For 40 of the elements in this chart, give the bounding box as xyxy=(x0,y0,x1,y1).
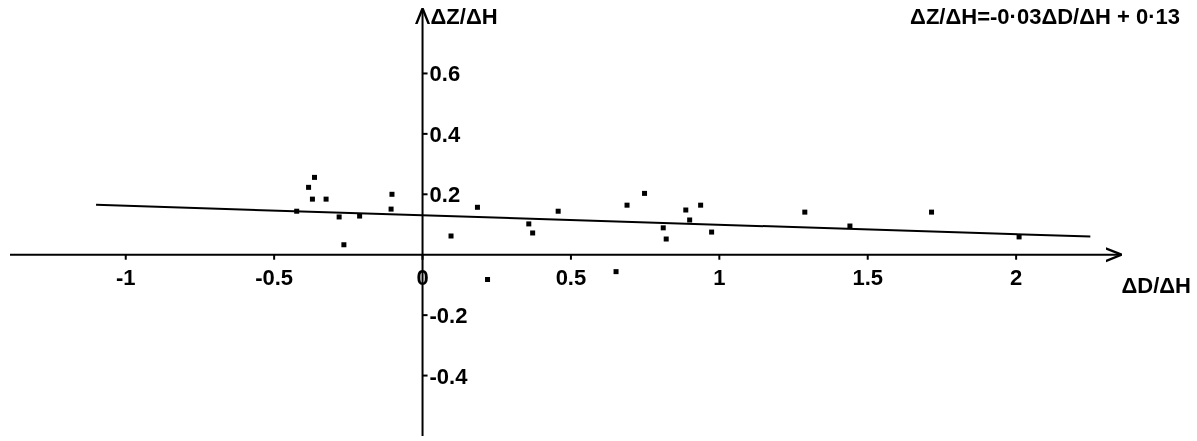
y-axis-title: ΔZ/ΔH xyxy=(430,4,498,29)
point xyxy=(929,209,935,215)
point xyxy=(323,196,329,202)
point xyxy=(312,174,318,180)
point xyxy=(336,214,342,220)
point xyxy=(624,202,630,208)
point xyxy=(309,196,315,202)
point xyxy=(474,204,480,210)
point xyxy=(683,207,689,213)
y-tick-label: 0.6 xyxy=(429,61,461,87)
point xyxy=(642,190,648,196)
y-tick-label: 0.2 xyxy=(429,182,461,208)
annotation: ΔZ/ΔH=-0·03ΔD/ΔH + 0·13 xyxy=(910,4,1180,29)
x-tick-label: 2 xyxy=(1010,264,1023,290)
point xyxy=(709,229,715,235)
point xyxy=(357,213,363,219)
x-tick-label: 1.5 xyxy=(852,264,884,290)
x-tick-label: 1 xyxy=(713,264,726,290)
point xyxy=(613,269,619,275)
point xyxy=(389,191,395,197)
x-tick-label: -0.5 xyxy=(255,264,294,290)
point xyxy=(526,221,532,227)
point xyxy=(663,236,669,242)
point xyxy=(660,225,666,231)
point xyxy=(448,233,454,239)
y-tick-label: -0.2 xyxy=(429,303,468,329)
point xyxy=(485,277,491,282)
point xyxy=(341,242,347,248)
x-tick-label: 0.5 xyxy=(555,264,587,290)
point xyxy=(530,230,536,236)
y-tick-label: -0.4 xyxy=(429,363,469,389)
point xyxy=(802,209,808,215)
x-axis-title: ΔD/ΔH xyxy=(1121,272,1191,298)
point xyxy=(698,202,704,208)
point xyxy=(388,206,394,212)
y-tick-label: 0.4 xyxy=(429,121,461,147)
point xyxy=(687,217,693,223)
point xyxy=(306,184,312,190)
point xyxy=(555,208,561,214)
x-tick-label: -1 xyxy=(115,264,136,290)
